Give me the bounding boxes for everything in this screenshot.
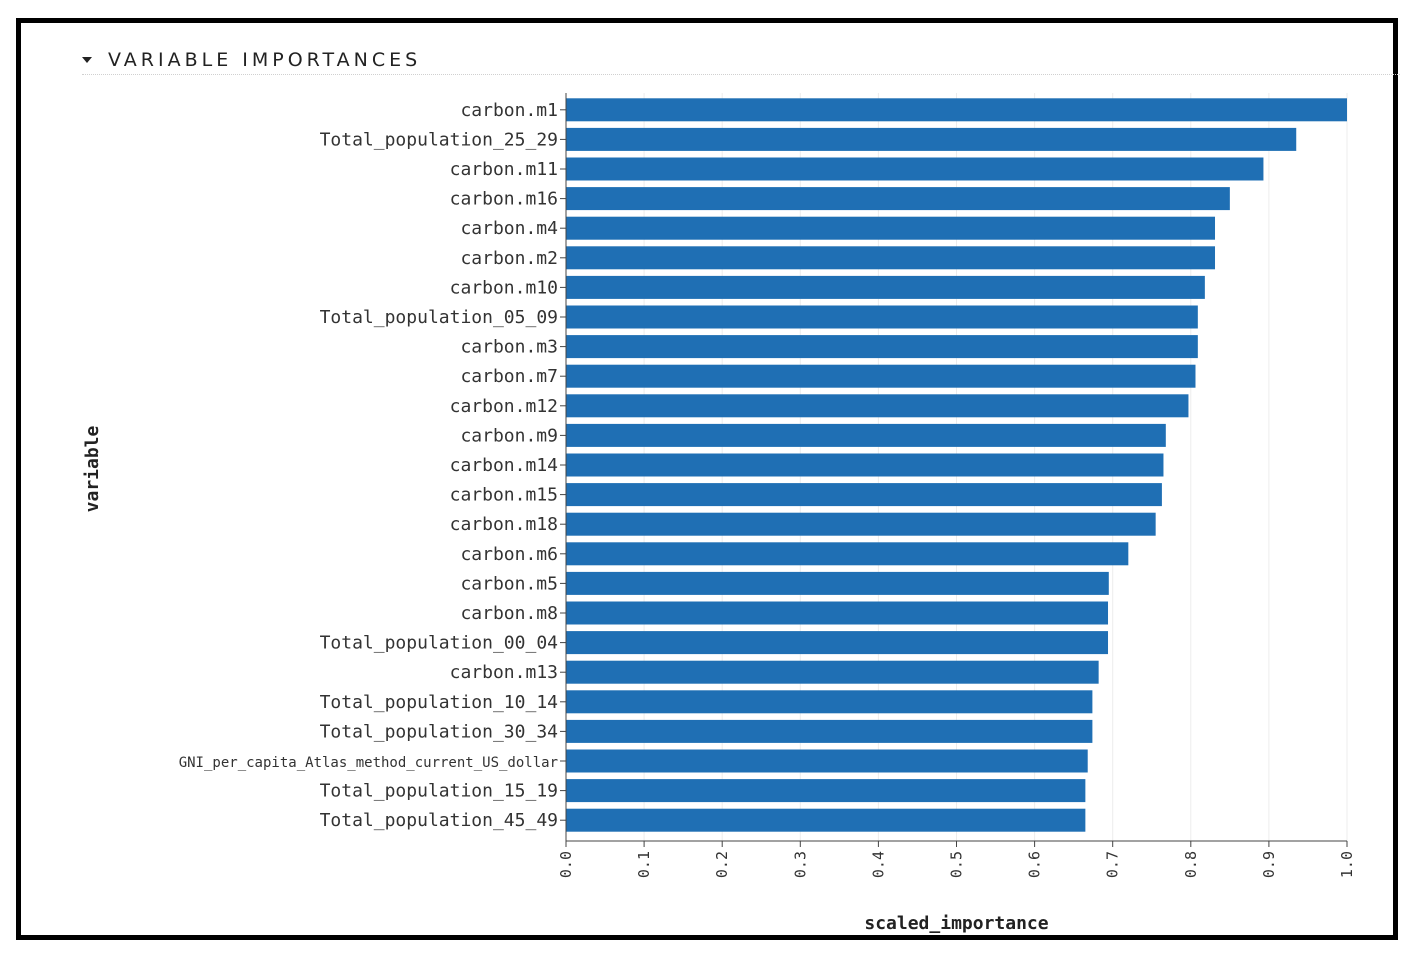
x-tick-label: 0.8 xyxy=(1182,851,1200,878)
y-tick-label: carbon.m2 xyxy=(460,248,558,269)
bar xyxy=(566,157,1264,181)
y-tick-label: carbon.m9 xyxy=(460,425,558,446)
bar xyxy=(566,601,1109,625)
x-tick-label: 0.7 xyxy=(1104,851,1122,878)
y-tick-label: carbon.m15 xyxy=(450,485,558,506)
bar xyxy=(566,216,1216,240)
y-tick-label: GNI_per_capita_Atlas_method_current_US_d… xyxy=(179,755,558,771)
y-axis: carbon.m1 Total_population_25_29 carbon.m1… xyxy=(179,93,567,841)
y-tick-label: Total_population_45_49 xyxy=(320,810,558,831)
y-axis-title: variable xyxy=(82,425,103,512)
bar xyxy=(566,690,1093,714)
section-header[interactable]: VARIABLE IMPORTANCES xyxy=(82,48,1400,75)
bar xyxy=(566,275,1205,299)
x-tick-label: 0.5 xyxy=(948,851,966,878)
bar xyxy=(566,660,1099,684)
bar xyxy=(566,749,1088,773)
x-tick-label: 0.3 xyxy=(791,851,809,878)
bar xyxy=(566,779,1086,803)
bar xyxy=(566,571,1109,595)
y-tick-label: carbon.m11 xyxy=(450,159,558,180)
y-tick-label: carbon.m10 xyxy=(450,277,558,298)
bar xyxy=(566,246,1216,270)
y-tick-label: carbon.m8 xyxy=(460,603,558,624)
y-tick-label: Total_population_05_09 xyxy=(320,307,558,328)
bar xyxy=(566,542,1129,566)
caret-down-icon[interactable] xyxy=(82,57,92,63)
bar xyxy=(566,631,1109,655)
y-tick-label: carbon.m13 xyxy=(450,662,558,683)
y-tick-label: carbon.m12 xyxy=(450,396,558,417)
x-tick-label: 0.6 xyxy=(1026,851,1044,878)
y-tick-label: carbon.m16 xyxy=(450,189,558,210)
y-tick-label: Total_population_00_04 xyxy=(320,633,558,654)
y-tick-label: carbon.m3 xyxy=(460,337,558,358)
bar xyxy=(566,187,1230,211)
y-tick-label: Total_population_10_14 xyxy=(320,692,558,713)
bar xyxy=(566,512,1156,536)
y-tick-label: carbon.m14 xyxy=(450,455,558,476)
bar xyxy=(566,305,1198,329)
bar xyxy=(566,98,1347,122)
bar xyxy=(566,394,1189,418)
section-title: VARIABLE IMPORTANCES xyxy=(108,49,422,71)
bar xyxy=(566,127,1297,151)
x-tick-label: 1.0 xyxy=(1338,851,1356,878)
bar xyxy=(566,364,1196,388)
y-tick-label: carbon.m18 xyxy=(450,514,558,535)
bars xyxy=(566,98,1347,832)
x-axis-title: scaled_importance xyxy=(864,913,1048,934)
y-tick-label: carbon.m6 xyxy=(460,544,558,565)
bar xyxy=(566,335,1198,359)
y-tick-label: Total_population_25_29 xyxy=(320,129,558,150)
bar xyxy=(566,719,1093,743)
bar xyxy=(566,808,1086,832)
bar xyxy=(566,453,1164,477)
x-tick-label: 0.1 xyxy=(635,851,653,878)
bar xyxy=(566,483,1162,507)
x-tick-label: 0.2 xyxy=(713,851,731,878)
y-tick-label: Total_population_15_19 xyxy=(320,781,558,802)
y-tick-label: Total_population_30_34 xyxy=(320,721,558,742)
x-axis: 0.0 0.1 0.2 0.3 0.4 0.5 0.6 0.7 0.8 0.9 1.0 xyxy=(557,840,1356,878)
x-tick-label: 0.0 xyxy=(557,851,575,878)
y-tick-label: carbon.m7 xyxy=(460,366,558,387)
y-tick-label: carbon.m1 xyxy=(460,100,558,121)
y-tick-label: carbon.m4 xyxy=(460,218,558,239)
bar xyxy=(566,423,1166,447)
x-tick-label: 0.4 xyxy=(869,851,887,878)
x-tick-label: 0.9 xyxy=(1260,851,1278,878)
y-tick-label: carbon.m5 xyxy=(460,573,558,594)
